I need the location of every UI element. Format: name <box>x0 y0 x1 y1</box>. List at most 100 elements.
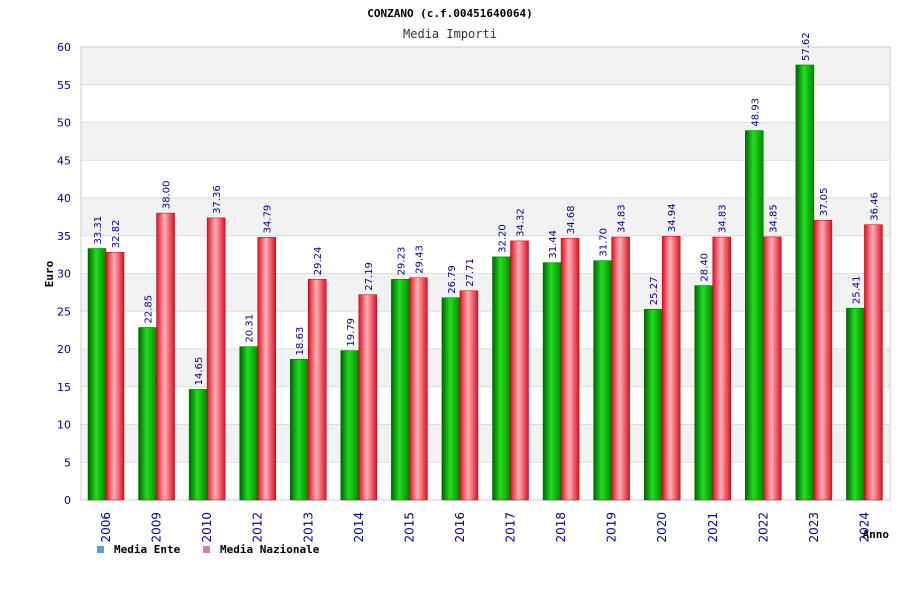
data-label: 34.79 <box>263 205 274 234</box>
y-tick-label: 60 <box>57 41 71 54</box>
bar-media-ente <box>87 248 107 501</box>
grid-band <box>81 122 890 161</box>
bar-media-ente <box>188 389 208 501</box>
bar-media-ente <box>795 64 815 501</box>
data-label: 34.85 <box>768 204 779 233</box>
data-label: 33.31 <box>93 216 104 245</box>
x-tick-label: 2015 <box>402 512 416 543</box>
data-label: 57.62 <box>801 32 812 61</box>
bar-media-ente <box>846 307 865 501</box>
data-label: 19.79 <box>346 318 357 347</box>
data-label: 28.40 <box>700 253 711 282</box>
bar-media-nazionale <box>712 236 731 501</box>
bar-media-nazionale <box>864 224 883 501</box>
data-label: 25.41 <box>851 276 862 305</box>
y-tick-label: 5 <box>64 456 71 469</box>
bar-media-ente <box>694 285 713 501</box>
plot-border <box>80 46 891 501</box>
data-label: 48.93 <box>750 98 761 127</box>
data-label: 20.31 <box>245 314 256 343</box>
y-tick-label: 25 <box>57 305 71 318</box>
legend-swatch-media-ente <box>97 546 104 553</box>
data-label: 38.00 <box>162 180 173 209</box>
bar-media-ente <box>340 350 360 501</box>
data-label: 29.24 <box>313 247 324 276</box>
x-tick-label: 2013 <box>301 512 315 543</box>
data-label: 37.36 <box>212 185 223 214</box>
x-tick-label: 2009 <box>150 512 164 543</box>
bar-media-nazionale <box>257 237 276 501</box>
bar-media-ente <box>138 327 157 501</box>
y-tick-label: 0 <box>64 494 71 507</box>
y-tick-label: 45 <box>57 154 71 167</box>
data-label: 18.63 <box>295 327 306 356</box>
bar-media-nazionale <box>156 212 175 501</box>
y-tick-label: 55 <box>57 79 71 92</box>
bar-media-ente <box>745 130 764 501</box>
x-tick-label: 2018 <box>554 512 568 543</box>
bar-media-ente <box>492 256 511 501</box>
bar-media-ente <box>593 260 612 501</box>
bar-media-ente <box>239 346 258 501</box>
data-label: 31.70 <box>599 228 610 257</box>
bar-media-nazionale <box>459 290 479 501</box>
x-tick-label: 2010 <box>200 512 214 543</box>
data-label: 34.94 <box>667 204 678 233</box>
bar-media-nazionale <box>661 235 681 501</box>
data-label: 36.46 <box>869 192 880 221</box>
bar-media-nazionale <box>813 220 833 501</box>
x-tick-label: 2014 <box>352 512 366 543</box>
x-tick-label: 2012 <box>251 512 265 543</box>
bar-media-nazionale <box>105 251 125 501</box>
y-tick-label: 50 <box>57 117 71 130</box>
data-label: 14.65 <box>194 357 205 386</box>
data-label: 34.83 <box>718 204 729 233</box>
y-tick-label: 15 <box>57 381 71 394</box>
data-label: 34.68 <box>566 206 577 235</box>
data-label: 27.71 <box>465 258 476 287</box>
y-tick-label: 10 <box>57 419 71 432</box>
chart-subtitle: Media Importi <box>403 27 497 41</box>
legend-swatch-media-nazionale <box>203 546 210 553</box>
bars: 33.31 32.82 22.85 38.00 14.65 37.36 20.31 34.79… <box>87 32 883 501</box>
bar-media-nazionale <box>206 217 226 501</box>
x-tick-label: 2020 <box>655 512 669 543</box>
bar-media-ente <box>441 297 461 501</box>
x-axis: 2006 2009 2010 2012 2013 2014 2015 2016 2017 2018… <box>99 512 871 543</box>
bar-media-nazionale <box>510 240 529 501</box>
x-tick-label: 2019 <box>605 512 619 543</box>
data-label: 27.19 <box>364 262 375 291</box>
data-label: 34.32 <box>516 208 527 237</box>
data-label: 37.05 <box>819 188 830 217</box>
bar-media-nazionale <box>611 236 630 501</box>
bar-media-nazionale <box>358 294 378 501</box>
bar-media-nazionale <box>308 278 327 501</box>
x-axis-label: Anno <box>863 528 890 541</box>
data-label: 25.27 <box>649 277 660 306</box>
y-tick-label: 35 <box>57 230 71 243</box>
x-tick-label: 2006 <box>99 512 113 543</box>
legend: Media Ente Media Nazionale <box>97 543 320 556</box>
x-tick-label: 2021 <box>706 512 720 543</box>
y-axis: 0 5 10 15 20 25 30 35 40 45 50 55 60 <box>57 41 71 507</box>
bar-media-ente <box>391 279 410 501</box>
data-label: 22.85 <box>144 295 155 324</box>
data-label: 34.83 <box>617 204 628 233</box>
legend-label-media-ente: Media Ente <box>114 543 181 556</box>
y-tick-label: 40 <box>57 192 71 205</box>
bar-media-nazionale <box>409 277 428 501</box>
y-tick-label: 30 <box>57 268 71 281</box>
x-tick-label: 2017 <box>504 512 518 543</box>
y-axis-label: Euro <box>43 260 56 287</box>
x-tick-label: 2022 <box>756 512 770 543</box>
legend-label-media-nazionale: Media Nazionale <box>220 543 320 556</box>
x-tick-label: 2016 <box>453 512 467 543</box>
data-label: 31.44 <box>548 230 559 259</box>
bar-media-nazionale <box>763 236 782 501</box>
data-label: 26.79 <box>447 265 458 294</box>
bar-media-ente <box>542 262 562 501</box>
x-tick-label: 2024 <box>857 512 871 543</box>
x-tick-label: 2023 <box>807 512 821 543</box>
y-tick-label: 20 <box>57 343 71 356</box>
